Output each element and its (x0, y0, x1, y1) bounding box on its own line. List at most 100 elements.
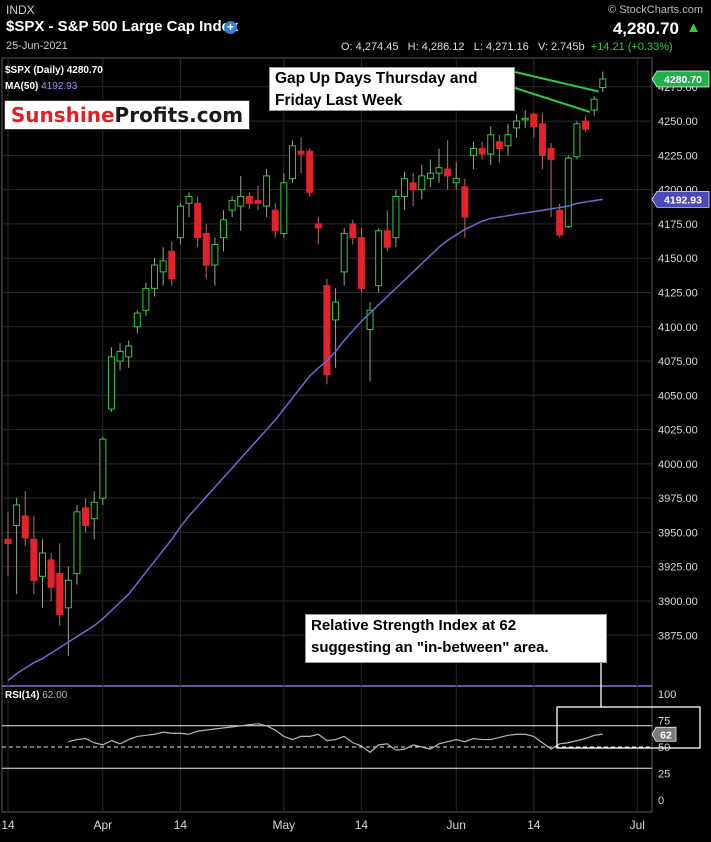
open-value: O: 4,274.45 (341, 41, 399, 53)
candle-body (556, 209, 564, 236)
candle-body (21, 515, 29, 539)
x-tick-label: Apr (93, 818, 112, 832)
candle-body (82, 507, 90, 527)
add-symbol-icon[interactable]: + (224, 21, 237, 34)
candle-body (245, 195, 253, 204)
candle-body (107, 356, 115, 410)
gap-arrow-friday (514, 71, 600, 93)
rsi-annotation-line1: Relative Strength Index at 62 (311, 617, 517, 634)
candle-body (185, 195, 193, 204)
rsi-legend-value: 62.00 (42, 690, 68, 701)
rsi-tick-label: 100 (658, 689, 676, 701)
candle-body (349, 223, 357, 239)
ma-legend-label: MA(50) (5, 81, 39, 92)
candle-body (288, 145, 296, 180)
candle-body (297, 150, 305, 155)
volume-value: V: 2.745b (537, 41, 585, 53)
candle-body (599, 78, 607, 89)
candle-body (375, 230, 383, 287)
candle-body (547, 147, 555, 160)
high-value: H: 4,286.12 (407, 41, 465, 53)
candle-body (237, 195, 245, 207)
rsi-legend-label: RSI(14) (5, 690, 40, 701)
gap-arrow-thursday (514, 87, 591, 114)
candle-body (469, 147, 477, 156)
change-value: +14.21 (+0.33%) (590, 41, 673, 53)
price-legend: $SPX (Daily) 4280.70 (5, 65, 103, 76)
y-tick-label: 3925.00 (658, 562, 698, 574)
rsi-value-tag-shape (651, 726, 677, 742)
last-price: 4,280.70 (612, 19, 679, 38)
candle-body (64, 579, 72, 609)
x-tick-label: Jun (447, 818, 466, 832)
candle-body (452, 178, 460, 184)
low-value: L: 4,271.16 (473, 41, 529, 53)
candle-body (504, 134, 512, 147)
y-tick-label: 4075.00 (658, 356, 698, 368)
ma-legend-value: 4192.93 (41, 81, 78, 92)
candle-body (280, 182, 288, 235)
candle-body (13, 504, 21, 527)
x-tick-label: May (273, 818, 296, 832)
candle-body (530, 113, 538, 128)
rsi-tick-label: 75 (658, 716, 670, 728)
candle-body (99, 438, 107, 499)
logo-part2: Profits.com (114, 103, 244, 127)
logo-part1: Sunshine (10, 103, 115, 127)
last-price-tag: 4280.70 (651, 70, 710, 88)
rsi-value-tag: 62 (651, 726, 677, 742)
candle-body (573, 123, 581, 158)
candle-body (306, 150, 314, 193)
gap-annotation-line2: Friday Last Week (275, 92, 403, 109)
candle-body (159, 260, 167, 273)
x-tick-label: Jul (630, 818, 645, 832)
candle-body (461, 186, 469, 218)
candle-body (30, 538, 38, 581)
candle-body (538, 123, 546, 156)
x-tick-label: 14 (355, 818, 369, 832)
last-price-tag-shape (651, 70, 710, 88)
y-tick-label: 3875.00 (658, 630, 698, 642)
last-price-tag-text: 4280.70 (664, 74, 702, 86)
candle-body (401, 178, 409, 197)
candle-body (357, 237, 365, 289)
rsi-annotation: Relative Strength Index at 62 suggesting… (305, 614, 607, 663)
chart-date: 25-Jun-2021 (6, 40, 68, 52)
candle-body (125, 345, 133, 358)
rsi-value-tag-text: 62 (660, 729, 672, 741)
candle-body (228, 200, 236, 211)
gap-annotation: Gap Up Days Thursday and Friday Last Wee… (269, 67, 515, 111)
rsi-tick-label: 0 (658, 795, 664, 807)
y-tick-label: 4250.00 (658, 116, 698, 128)
candle-body (254, 200, 262, 204)
ma50-tag-shape (651, 190, 710, 208)
y-tick-label: 4100.00 (658, 322, 698, 334)
candle-body (56, 573, 64, 616)
candle-body (4, 538, 12, 544)
candle-body (47, 559, 55, 588)
candle-body (271, 209, 279, 232)
candle-body (211, 243, 219, 266)
candle-body (73, 511, 81, 575)
rsi-tick-label: 25 (658, 769, 670, 781)
candle-body (513, 120, 521, 129)
y-tick-label: 4000.00 (658, 459, 698, 471)
x-tick-label: 14 (1, 818, 15, 832)
y-tick-label: 4125.00 (658, 287, 698, 299)
rsi-annotation-line2: suggesting an "in-between" area. (311, 639, 549, 656)
ma-legend: MA(50) 4192.93 (5, 81, 77, 92)
candle-body (392, 195, 400, 239)
candle-body (564, 157, 572, 228)
candle-body (202, 233, 210, 266)
rsi-highlight-box (556, 706, 701, 749)
ma50-line (7, 198, 603, 682)
candle-body (366, 309, 374, 330)
ma50-tag-text: 4192.93 (664, 194, 702, 206)
candle-body (263, 175, 271, 207)
candle-body (383, 230, 391, 248)
candle-body (168, 250, 176, 280)
candle-body (133, 312, 141, 328)
candle-body (435, 167, 443, 174)
candle-body (418, 175, 426, 191)
